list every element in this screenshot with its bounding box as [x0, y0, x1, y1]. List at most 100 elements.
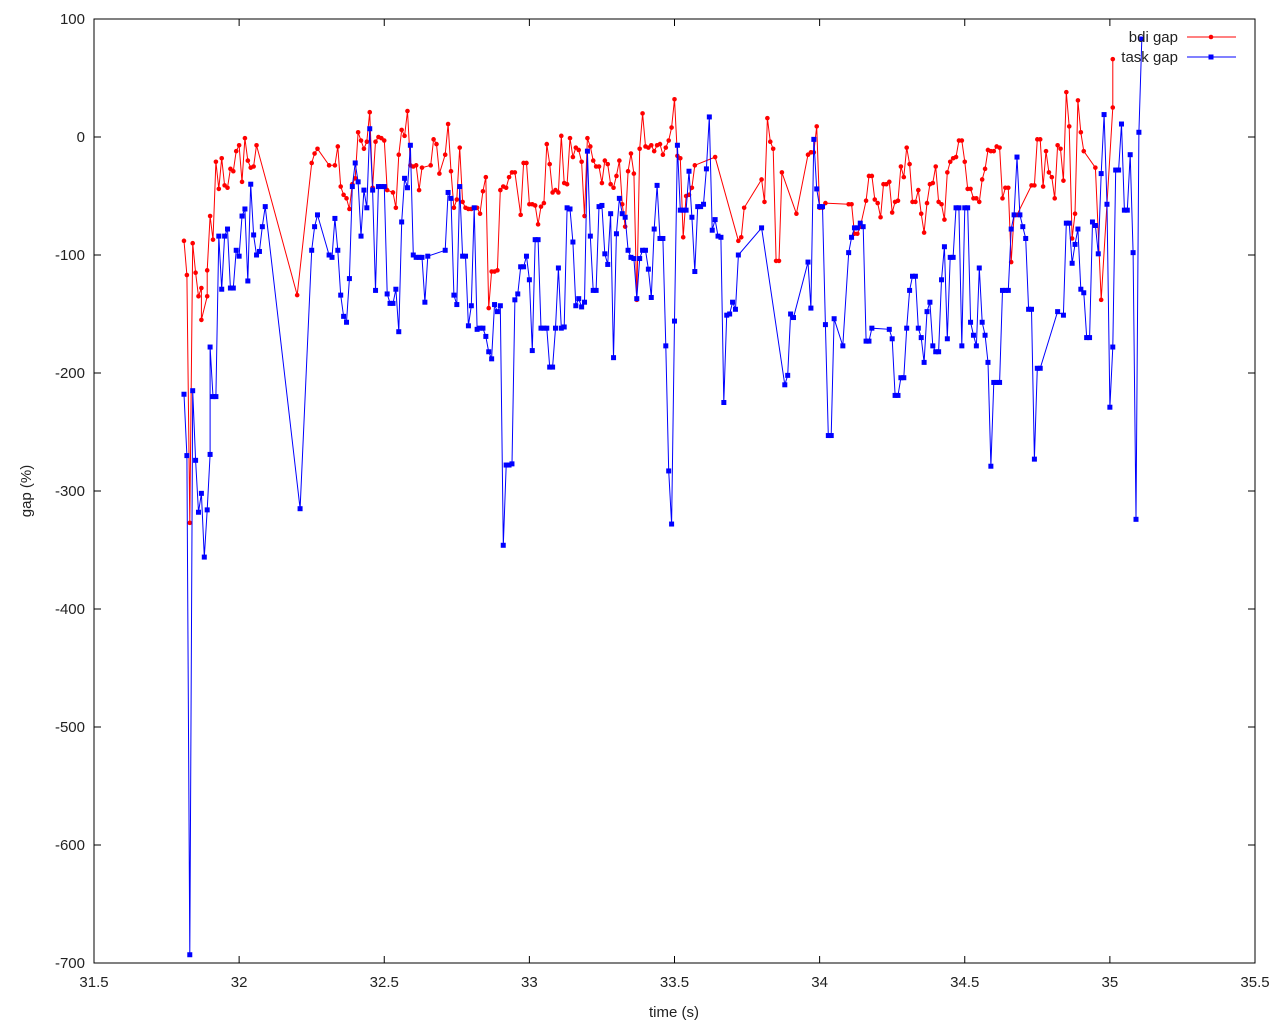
data-point	[808, 305, 814, 311]
data-point	[973, 343, 979, 349]
data-point	[465, 323, 471, 329]
data-point	[199, 317, 204, 323]
data-point	[619, 211, 625, 217]
data-point	[1110, 105, 1116, 110]
data-point	[1098, 171, 1104, 177]
data-point	[245, 278, 251, 284]
data-point	[559, 133, 564, 139]
data-point	[231, 168, 236, 174]
data-point	[204, 507, 210, 513]
data-point	[930, 180, 936, 186]
x-tick-label: 33.5	[660, 974, 689, 991]
data-point	[939, 277, 945, 283]
data-point	[344, 196, 349, 201]
data-point	[791, 315, 797, 321]
data-point	[196, 294, 201, 299]
data-point	[831, 316, 837, 322]
data-point	[460, 199, 465, 205]
data-point	[613, 231, 619, 237]
data-point	[965, 205, 971, 211]
data-point	[718, 234, 724, 240]
data-point	[187, 952, 193, 958]
data-point	[918, 211, 924, 216]
data-point	[663, 343, 669, 349]
data-point	[1130, 250, 1136, 256]
data-point	[486, 349, 492, 355]
data-point	[544, 325, 550, 331]
data-point	[198, 490, 204, 496]
data-point	[674, 142, 680, 148]
data-point	[1101, 112, 1107, 118]
data-point	[402, 133, 407, 139]
data-point	[312, 151, 317, 156]
data-point	[1058, 146, 1063, 152]
data-point	[703, 166, 709, 172]
data-point	[614, 173, 619, 179]
data-point	[326, 252, 332, 258]
data-point	[532, 203, 538, 208]
data-point	[1052, 196, 1058, 201]
data-point	[256, 248, 262, 254]
data-point	[413, 254, 419, 260]
data-point	[526, 277, 532, 283]
data-point	[494, 309, 500, 315]
data-point	[930, 343, 936, 349]
data-point	[579, 304, 585, 310]
data-point	[933, 164, 939, 169]
data-point	[245, 158, 251, 163]
data-point	[648, 142, 654, 148]
data-point	[506, 462, 512, 468]
data-point	[332, 163, 338, 168]
data-point	[213, 159, 219, 165]
data-point	[921, 230, 927, 235]
data-point	[483, 174, 489, 180]
data-point	[204, 294, 210, 299]
data-point	[762, 199, 767, 205]
data-point	[657, 141, 663, 147]
data-point	[825, 433, 831, 439]
data-point	[454, 197, 460, 202]
data-point	[765, 115, 770, 121]
data-point	[512, 297, 518, 303]
data-point	[312, 224, 318, 230]
data-point	[976, 199, 982, 205]
data-point	[451, 292, 457, 298]
data-point	[863, 338, 869, 344]
data-point	[329, 254, 335, 260]
data-point	[582, 299, 588, 305]
data-point	[622, 224, 628, 229]
data-point	[817, 204, 823, 210]
data-point	[402, 175, 408, 181]
data-point	[448, 195, 454, 201]
data-point	[599, 202, 605, 208]
data-point	[913, 199, 918, 205]
data-point	[939, 201, 944, 207]
data-point	[985, 359, 991, 365]
data-point	[346, 276, 352, 282]
data-point	[518, 212, 523, 218]
y-tick-label: -600	[55, 837, 85, 854]
data-point	[210, 394, 216, 400]
legend-label: task gap	[1121, 49, 1178, 66]
data-point	[1002, 287, 1008, 293]
data-point	[628, 254, 634, 260]
data-point	[901, 375, 907, 381]
data-point	[523, 253, 529, 259]
data-point	[706, 114, 712, 120]
x-tick-label: 32.5	[370, 974, 399, 991]
data-point	[1055, 309, 1061, 315]
data-point	[309, 160, 314, 166]
y-tick-label: -100	[55, 247, 85, 264]
data-point	[683, 207, 689, 213]
data-point	[512, 170, 518, 175]
data-point	[457, 145, 463, 150]
data-point	[515, 291, 521, 297]
data-point	[219, 286, 225, 292]
series-0	[181, 56, 1116, 526]
data-point	[869, 173, 875, 179]
data-point	[857, 220, 863, 226]
data-point	[358, 138, 364, 143]
data-point	[953, 154, 959, 160]
data-point	[1087, 335, 1093, 341]
data-point	[561, 324, 567, 330]
